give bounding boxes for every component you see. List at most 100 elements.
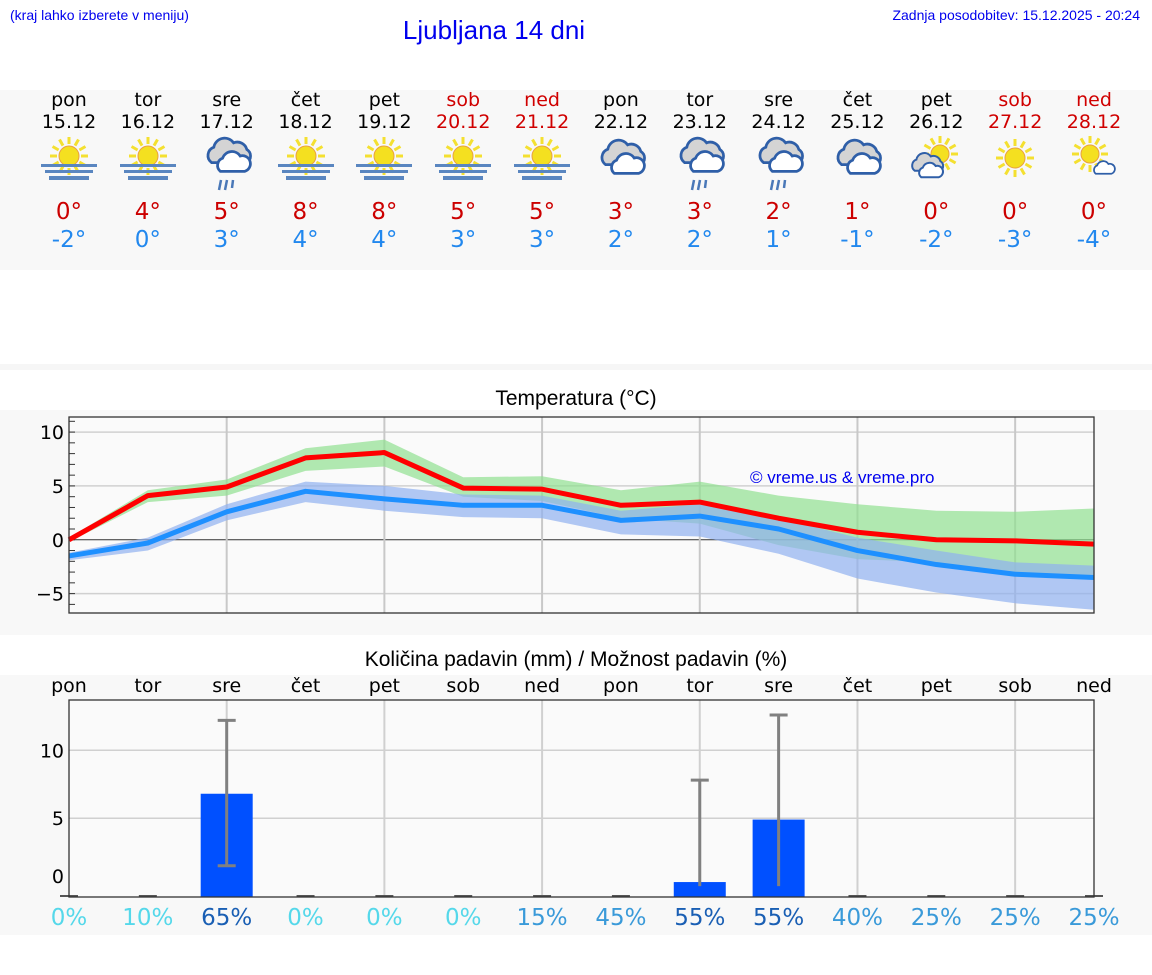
sun-fog-icon: [344, 134, 424, 198]
sun-fog-icon: [277, 137, 334, 180]
precip-probability: 0%: [50, 905, 88, 931]
plot-frame: [68, 416, 1095, 614]
max-temperature: 2°: [765, 199, 792, 225]
max-temperature: 8°: [371, 199, 398, 225]
sun-fog-icon: [423, 134, 503, 198]
day-name: tor: [686, 89, 714, 111]
x-tick-label: sre: [212, 675, 242, 697]
precip-probability: 0%: [366, 905, 403, 931]
precip-probability: 15%: [516, 905, 568, 931]
sun-icon: [975, 134, 1055, 198]
cloud-icon: [817, 134, 897, 198]
sun-fog-icon: [266, 134, 346, 198]
sun-fog-icon: [356, 137, 413, 180]
day-name: sre: [212, 89, 242, 111]
cloud-sun-icon: [896, 134, 976, 198]
precip-probability: 10%: [122, 905, 174, 931]
max-temperature: 3°: [607, 199, 634, 225]
x-tick-label: pet: [368, 675, 400, 697]
precip-probability: 25%: [1068, 905, 1120, 931]
max-temperature: 5°: [450, 199, 477, 225]
day-date: 16.12: [120, 111, 176, 133]
min-temperature: 2°: [686, 227, 713, 253]
min-temperature: -3°: [997, 227, 1033, 253]
day-name: pon: [603, 89, 639, 111]
day-date: 15.12: [41, 111, 97, 133]
min-temperature: 1°: [765, 227, 792, 253]
min-temperature: 4°: [292, 227, 319, 253]
min-temperature: 0°: [134, 227, 161, 253]
y-tick-label: 5: [52, 808, 64, 830]
min-temperature: 4°: [371, 227, 398, 253]
day-date: 17.12: [199, 111, 254, 133]
x-tick-label: sob: [446, 675, 481, 697]
rain-cloud-icon: [739, 134, 819, 198]
cloud-sun-icon: [911, 136, 959, 179]
x-tick-label: tor: [686, 675, 714, 697]
day-name: pon: [51, 89, 87, 111]
day-date: 20.12: [436, 111, 491, 133]
sun-fog-icon: [502, 134, 582, 198]
max-temperature: 0°: [55, 199, 83, 225]
plot-frame: [68, 699, 1095, 898]
band-min: [69, 481, 1094, 610]
day-name: čet: [290, 89, 321, 111]
max-temperature: 4°: [134, 199, 161, 225]
y-tick-label: 5: [52, 476, 64, 498]
precipitation-chart-title: Količina padavin (mm) / Možnost padavin …: [364, 648, 788, 671]
rain-cloud-icon: [758, 136, 804, 191]
day-name: tor: [134, 89, 162, 111]
y-tick-label: 0: [52, 530, 64, 552]
precip-probability: 45%: [595, 905, 647, 931]
day-date: 25.12: [830, 111, 885, 133]
day-name: čet: [842, 89, 873, 111]
day-name: ned: [524, 89, 560, 111]
last-updated: Zadnja posodobitev: 15.12.2025 - 20:24: [892, 7, 1140, 23]
precip-probability: 55%: [753, 905, 805, 931]
min-temperature: 2°: [607, 227, 634, 253]
watermark: © vreme.us & vreme.pro: [750, 468, 935, 487]
day-date: 27.12: [987, 111, 1043, 133]
precipitation-chart: 10 5 0: [40, 699, 1103, 898]
min-temperature: 3°: [528, 227, 556, 253]
precip-probability: 40%: [831, 905, 884, 931]
x-tick-label: ned: [1076, 675, 1112, 697]
min-temperature: 3°: [213, 227, 240, 253]
x-tick-label: pon: [51, 675, 87, 697]
max-temperature: 3°: [686, 199, 713, 225]
x-tick-label: sob: [998, 675, 1032, 697]
x-tick-label: ned: [524, 675, 560, 697]
min-temperature: -4°: [1076, 227, 1112, 253]
location-hint-link[interactable]: (kraj lahko izberete v meniju): [10, 7, 189, 23]
day-date: 18.12: [278, 111, 333, 133]
temperature-chart: 10 5 0 −5: [36, 416, 1095, 614]
x-tick-label: sre: [764, 675, 794, 697]
sun-fog-icon: [108, 134, 188, 198]
sun-icon: [996, 139, 1035, 177]
sun-fog-icon: [435, 137, 492, 180]
forecast-strip: [0, 90, 1152, 270]
day-name: pet: [920, 89, 952, 111]
rain-cloud-icon: [679, 136, 725, 191]
sun-fog-icon: [514, 137, 571, 180]
rain-cloud-icon: [660, 134, 740, 198]
precip-probability: 65%: [201, 905, 253, 931]
max-temperature: 5°: [213, 199, 240, 225]
day-date: 19.12: [357, 111, 412, 133]
min-temperature: 3°: [450, 227, 477, 253]
line-max: [67, 450, 1095, 547]
x-tick-label: čet: [290, 675, 321, 697]
y-tick-label: 0: [52, 866, 64, 888]
temperature-chart-title: Temperatura (°C): [495, 387, 657, 410]
rain-cloud-icon: [187, 134, 267, 198]
x-tick-label: čet: [842, 675, 873, 697]
cloud-icon: [581, 134, 661, 198]
precip-probability: 55%: [674, 905, 726, 931]
y-tick-label: −5: [36, 584, 64, 606]
max-temperature: 0°: [1002, 199, 1029, 225]
day-date: 22.12: [593, 111, 649, 133]
page-title: Ljubljana 14 dni: [402, 15, 586, 45]
precip-probability: 25%: [989, 905, 1041, 931]
y-tick-label: 10: [40, 740, 64, 762]
sun-fog-icon: [119, 137, 176, 180]
